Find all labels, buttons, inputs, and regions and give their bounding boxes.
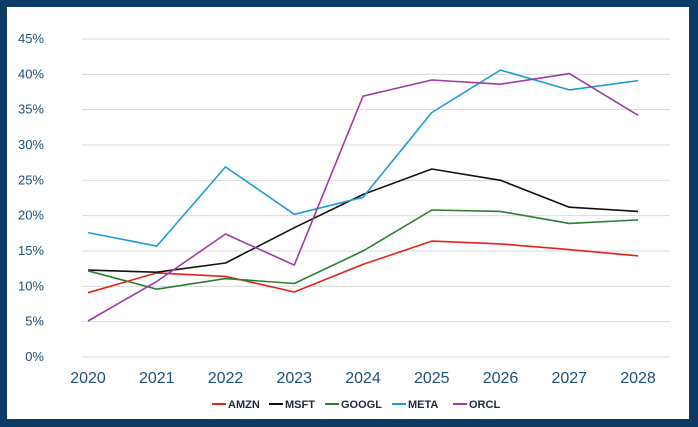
y-tick-label: 15% bbox=[18, 243, 44, 258]
y-tick-label: 45% bbox=[18, 31, 44, 46]
x-tick-label: 2027 bbox=[551, 370, 587, 387]
y-tick-label: 20% bbox=[18, 208, 44, 223]
x-tick-label: 2022 bbox=[208, 370, 244, 387]
x-tick-label: 2028 bbox=[620, 370, 656, 387]
y-tick-label: 0% bbox=[25, 349, 44, 364]
x-tick-label: 2026 bbox=[483, 370, 519, 387]
legend-label: ORCL bbox=[469, 399, 500, 411]
y-tick-label: 25% bbox=[18, 172, 44, 187]
legend-item-amzn: AMZN bbox=[212, 399, 260, 411]
legend-item-orcl: ORCL bbox=[453, 399, 500, 411]
x-axis-ticks: 2020 2021 2022 2023 2024 2025 2026 2027 2028 bbox=[70, 370, 656, 387]
series-lines bbox=[87, 69, 639, 322]
y-tick-label: 5% bbox=[25, 314, 44, 329]
series-line-meta bbox=[87, 69, 639, 247]
series-line-orcl bbox=[87, 72, 639, 322]
y-tick-label: 40% bbox=[18, 66, 44, 81]
x-tick-label: 2021 bbox=[139, 370, 175, 387]
legend-item-googl: GOOGL bbox=[325, 399, 382, 411]
x-tick-label: 2023 bbox=[276, 370, 312, 387]
legend-label: AMZN bbox=[228, 399, 260, 411]
legend-label: MSFT bbox=[285, 399, 315, 411]
x-tick-label: 2024 bbox=[345, 370, 381, 387]
legend-label: META bbox=[408, 399, 438, 411]
chart-frame: 0% 5% 10% 15% 20% 25% 30% 35% 40% 45% 2020 2021 202… bbox=[7, 7, 689, 419]
series-line-msft bbox=[87, 168, 639, 274]
y-tick-label: 35% bbox=[18, 102, 44, 117]
y-tick-label: 30% bbox=[18, 137, 44, 152]
legend-item-meta: META bbox=[392, 399, 438, 411]
line-chart: 0%5%10%15%20%25%30%35%40%45% 2020 2021 202… bbox=[18, 31, 670, 411]
x-tick-label: 2025 bbox=[414, 370, 450, 387]
legend: AMZN MSFT GOOGL META ORCL bbox=[212, 399, 500, 411]
series-line-amzn bbox=[87, 240, 639, 294]
x-tick-label: 2020 bbox=[70, 370, 106, 387]
legend-item-msft: MSFT bbox=[269, 399, 315, 411]
y-axis-ticks: 0% 5% 10% 15% 20% 25% 30% 35% 40% 45% bbox=[18, 31, 44, 364]
series-line-googl bbox=[87, 209, 639, 291]
legend-label: GOOGL bbox=[341, 399, 382, 411]
gridlines bbox=[82, 38, 670, 358]
y-tick-label: 10% bbox=[18, 278, 44, 293]
